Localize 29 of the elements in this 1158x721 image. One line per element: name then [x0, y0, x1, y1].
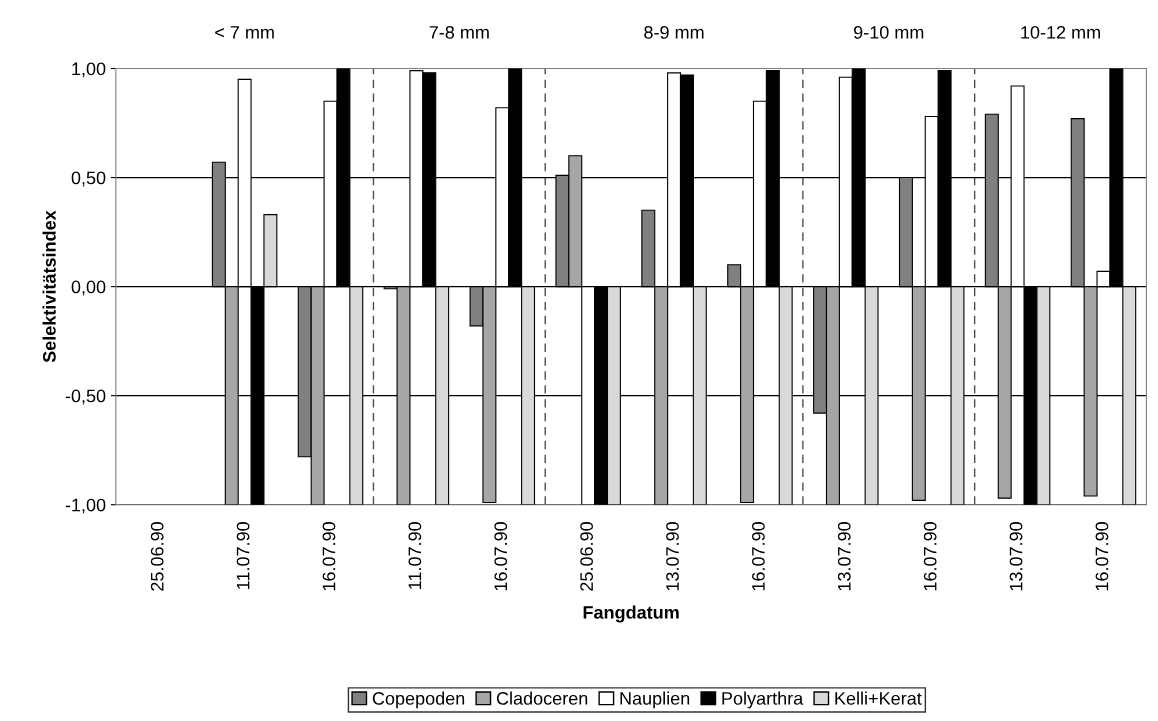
legend-label: Copepoden — [372, 691, 465, 709]
x-tick-label: 25.06.90 — [150, 522, 164, 591]
y-tick-label: -1,00 — [65, 498, 106, 514]
text: 8-9 mm — [644, 25, 704, 39]
text: 7-8 mm — [429, 25, 489, 39]
text: 9-10 mm — [854, 25, 924, 39]
y-tick-label: -0,50 — [65, 389, 106, 405]
y-tick-label: 1,00 — [72, 62, 106, 78]
x-tick-label: 13.07.90 — [666, 522, 679, 591]
text: 10-12 mm — [1021, 25, 1100, 39]
x-tick-label: 16.07.90 — [494, 522, 508, 591]
legend-label: Nauplien — [620, 691, 690, 709]
x-tick-label: 16.07.90 — [923, 522, 937, 591]
y-tick-label: 0,00 — [71, 280, 106, 296]
y-tick-label: 0,50 — [71, 171, 106, 187]
x-axis-title: Fangdatum — [583, 605, 679, 623]
x-tick-label: 13.07.90 — [1009, 522, 1023, 591]
x-tick-label: 25.06.90 — [580, 522, 594, 591]
legend-label: Polyarthra — [722, 691, 804, 709]
legend-label: Kelli+Kerat — [835, 691, 922, 705]
x-tick-label: 11.07.90 — [408, 522, 422, 589]
text: < 7 mm — [215, 26, 274, 39]
x-tick-label: 16.07.90 — [1095, 522, 1109, 591]
x-tick-label: 16.07.90 — [322, 522, 336, 591]
x-tick-label: 13.07.90 — [837, 522, 851, 591]
x-tick-label: 11.07.90 — [236, 522, 250, 589]
legend-label: Cladoceren — [496, 691, 588, 705]
y-axis-title: Selektivitätsindex — [42, 210, 56, 363]
x-tick-label: 16.07.90 — [752, 522, 765, 591]
